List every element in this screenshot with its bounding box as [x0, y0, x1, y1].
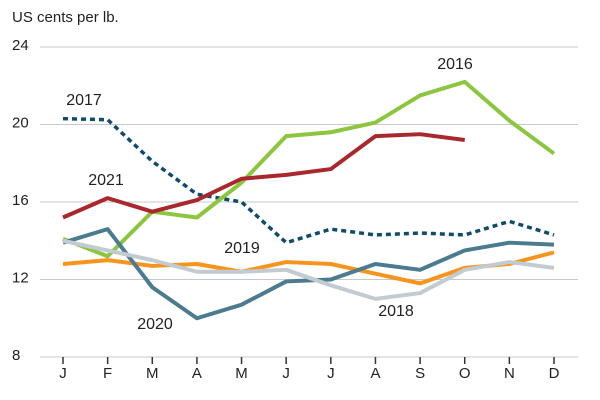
series-label: 2020: [137, 316, 173, 333]
series-label: 2017: [66, 92, 102, 109]
y-tick-label: 20: [12, 114, 29, 131]
series-label: 2021: [88, 172, 124, 189]
series-label: 2016: [437, 56, 473, 73]
x-tick-label: D: [549, 365, 560, 382]
series-line: [62, 116, 555, 245]
x-tick-label: F: [103, 365, 112, 382]
x-tick-label: A: [192, 365, 202, 382]
x-tick-label: M: [146, 365, 159, 382]
y-tick-label: 24: [12, 37, 29, 54]
x-tick-label: N: [504, 365, 515, 382]
y-axis-label: US cents per lb.: [12, 9, 119, 26]
x-tick-label: O: [459, 365, 471, 382]
x-tick-label: J: [59, 365, 67, 382]
y-tick-label: 12: [12, 269, 29, 286]
x-tick-label: M: [235, 365, 248, 382]
x-tick-label: A: [370, 365, 380, 382]
series-label: 2019: [224, 240, 260, 257]
series-line: [62, 132, 465, 220]
x-tick-label: J: [327, 365, 335, 382]
x-tick-label: S: [415, 365, 425, 382]
y-tick-label: 16: [12, 192, 29, 209]
y-tick-label: 8: [12, 347, 20, 364]
series-line: [62, 79, 556, 259]
x-tick-label: J: [282, 365, 290, 382]
series-label: 2018: [378, 303, 414, 320]
series-line: [62, 238, 555, 301]
series-line: [62, 227, 555, 321]
